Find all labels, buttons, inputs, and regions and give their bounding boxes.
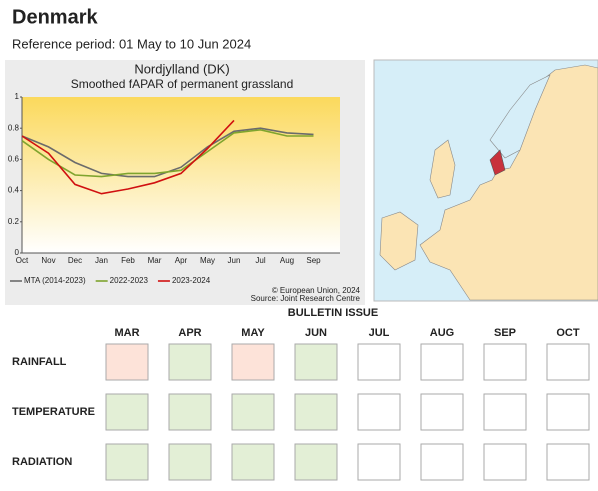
status-cell <box>546 443 590 481</box>
legend-label: 2022-2023 <box>110 276 149 285</box>
month-header: JUL <box>369 327 390 339</box>
line <box>21 119 235 195</box>
status-cell <box>357 443 401 481</box>
status-cell <box>483 443 527 481</box>
x-tick-label: Aug <box>280 256 294 265</box>
x-tick-label: Jan <box>95 256 108 265</box>
plot-area <box>22 97 340 253</box>
row-label: RAINFALL <box>12 356 67 368</box>
status-cell <box>168 343 212 381</box>
chart-subtitle: Smoothed fAPAR of permanent grassland <box>71 77 294 91</box>
x-tick-label: Nov <box>41 256 55 265</box>
status-cell <box>231 343 275 381</box>
month-header: APR <box>178 327 201 339</box>
x-tick-label: Dec <box>68 256 82 265</box>
status-cell <box>420 343 464 381</box>
month-header: MAY <box>241 327 265 339</box>
status-cell <box>294 343 338 381</box>
status-cell <box>483 393 527 431</box>
line <box>21 128 314 178</box>
bulletin-title: BULLETIN ISSUE <box>288 307 378 319</box>
status-cell <box>231 393 275 431</box>
status-cell <box>483 343 527 381</box>
status-cell <box>357 393 401 431</box>
status-cell <box>546 393 590 431</box>
y-tick-label: 0.6 <box>8 155 20 164</box>
status-cell <box>546 343 590 381</box>
y-tick-label: 0 <box>15 248 20 257</box>
status-cell <box>105 393 149 431</box>
month-header: AUG <box>430 327 454 339</box>
status-cell <box>294 443 338 481</box>
map <box>373 59 598 302</box>
x-tick-label: May <box>200 256 215 265</box>
x-tick-label: Feb <box>121 256 135 265</box>
page-subtitle: Reference period: 01 May to 10 Jun 2024 <box>12 36 251 51</box>
legend-label: 2023-2024 <box>172 276 211 285</box>
row-label: RADIATION <box>12 456 72 468</box>
month-header: SEP <box>494 327 516 339</box>
y-tick-label: 0.2 <box>8 217 20 226</box>
status-cell <box>357 343 401 381</box>
y-tick-label: 0.4 <box>8 186 20 195</box>
y-tick-label: 1 <box>15 92 20 101</box>
status-cell <box>420 443 464 481</box>
legend-label: MTA (2014-2023) <box>24 276 86 285</box>
status-cell <box>168 393 212 431</box>
credit: Source: Joint Research Centre <box>251 294 361 303</box>
x-tick-label: Apr <box>175 256 188 265</box>
status-cell <box>105 443 149 481</box>
month-header: JUN <box>305 327 327 339</box>
x-tick-label: Oct <box>16 256 29 265</box>
status-cell <box>420 393 464 431</box>
page-title: Denmark <box>12 6 98 28</box>
month-header: OCT <box>556 327 580 339</box>
x-tick-label: Sep <box>306 256 321 265</box>
x-tick-label: Jul <box>255 256 265 265</box>
row-label: TEMPERATURE <box>12 406 95 418</box>
credit: © European Union, 2024 <box>272 286 361 295</box>
y-tick-label: 0.8 <box>8 123 20 132</box>
x-tick-label: Jun <box>228 256 241 265</box>
status-cell <box>105 343 149 381</box>
x-tick-label: Mar <box>148 256 162 265</box>
month-header: MAR <box>114 327 139 339</box>
status-cell <box>294 393 338 431</box>
status-cell <box>231 443 275 481</box>
chart-title: Nordjylland (DK) <box>134 61 229 76</box>
status-cell <box>168 443 212 481</box>
